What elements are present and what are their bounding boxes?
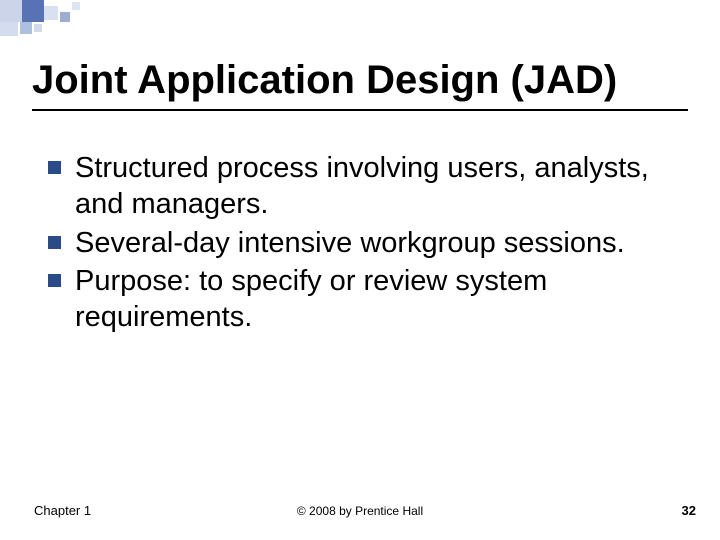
decor-square <box>72 2 80 10</box>
bullet-text: Several-day intensive workgroup sessions… <box>75 225 625 261</box>
bullet-item: Purpose: to specify or review system req… <box>40 263 690 336</box>
decor-square <box>22 0 44 22</box>
footer-copyright: © 2008 by Prentice Hall <box>0 504 720 518</box>
decor-square <box>44 6 58 20</box>
bullet-item: Structured process involving users, anal… <box>40 150 690 223</box>
decor-square <box>34 24 42 32</box>
decor-square <box>20 22 32 34</box>
slide-footer: Chapter 1 © 2008 by Prentice Hall 32 <box>0 498 720 518</box>
footer-page-number: 32 <box>682 503 696 518</box>
bullet-list: Structured process involving users, anal… <box>40 150 690 337</box>
bullet-text: Structured process involving users, anal… <box>75 150 690 223</box>
decor-square <box>0 0 22 22</box>
decor-square <box>60 12 70 22</box>
bullet-item: Several-day intensive workgroup sessions… <box>40 225 690 261</box>
bullet-marker-icon <box>48 274 61 287</box>
decor-square <box>0 22 18 36</box>
corner-decoration <box>0 0 200 40</box>
bullet-marker-icon <box>48 161 61 174</box>
bullet-text: Purpose: to specify or review system req… <box>75 263 690 336</box>
slide-title: Joint Application Design (JAD) <box>32 58 688 111</box>
bullet-marker-icon <box>48 236 61 249</box>
